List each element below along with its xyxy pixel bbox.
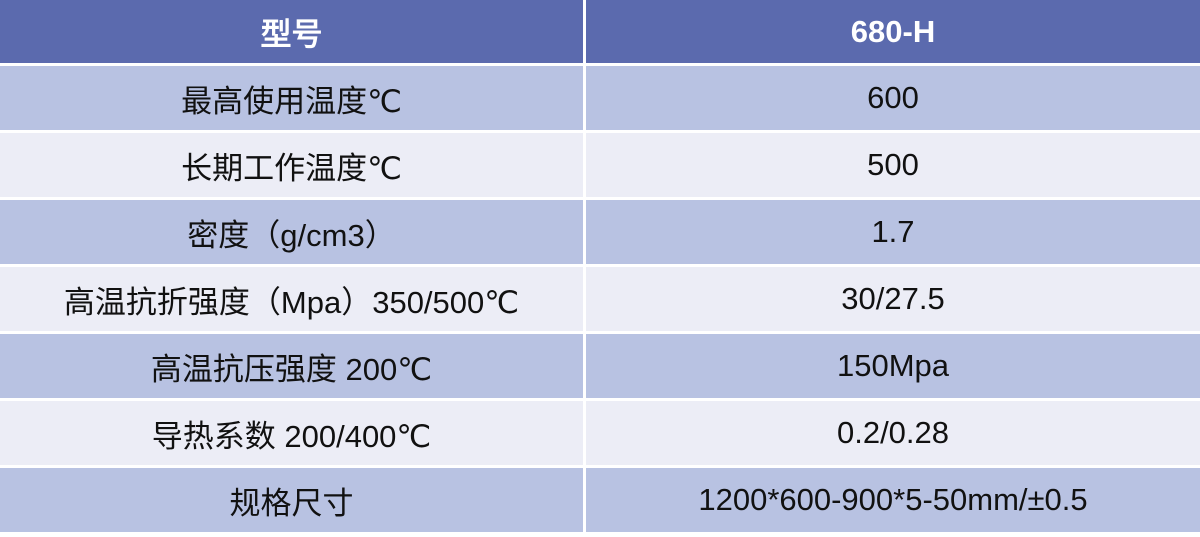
- row-value: 500: [586, 133, 1200, 197]
- table-row: 密度（g/cm3） 1.7: [0, 200, 1200, 264]
- row-label: 高温抗压强度 200℃: [0, 334, 583, 398]
- table-header: 型号 680-H: [0, 0, 1200, 63]
- row-value: 150Mpa: [586, 334, 1200, 398]
- row-label: 导热系数 200/400℃: [0, 401, 583, 465]
- row-value: 1.7: [586, 200, 1200, 264]
- row-label: 最高使用温度℃: [0, 66, 583, 130]
- table-row: 长期工作温度℃ 500: [0, 133, 1200, 197]
- table-row: 高温抗折强度（Mpa）350/500℃ 30/27.5: [0, 267, 1200, 331]
- table-row: 规格尺寸 1200*600-900*5-50mm/±0.5: [0, 468, 1200, 532]
- row-label: 密度（g/cm3）: [0, 200, 583, 264]
- row-value: 0.2/0.28: [586, 401, 1200, 465]
- row-label: 高温抗折强度（Mpa）350/500℃: [0, 267, 583, 331]
- row-value: 1200*600-900*5-50mm/±0.5: [586, 468, 1200, 532]
- row-label: 长期工作温度℃: [0, 133, 583, 197]
- table-row: 高温抗压强度 200℃ 150Mpa: [0, 334, 1200, 398]
- header-model-label: 型号: [0, 0, 583, 63]
- table-row: 导热系数 200/400℃ 0.2/0.28: [0, 401, 1200, 465]
- header-model-value: 680-H: [586, 0, 1200, 63]
- table-row: 最高使用温度℃ 600: [0, 66, 1200, 130]
- row-value: 30/27.5: [586, 267, 1200, 331]
- row-label: 规格尺寸: [0, 468, 583, 532]
- row-value: 600: [586, 66, 1200, 130]
